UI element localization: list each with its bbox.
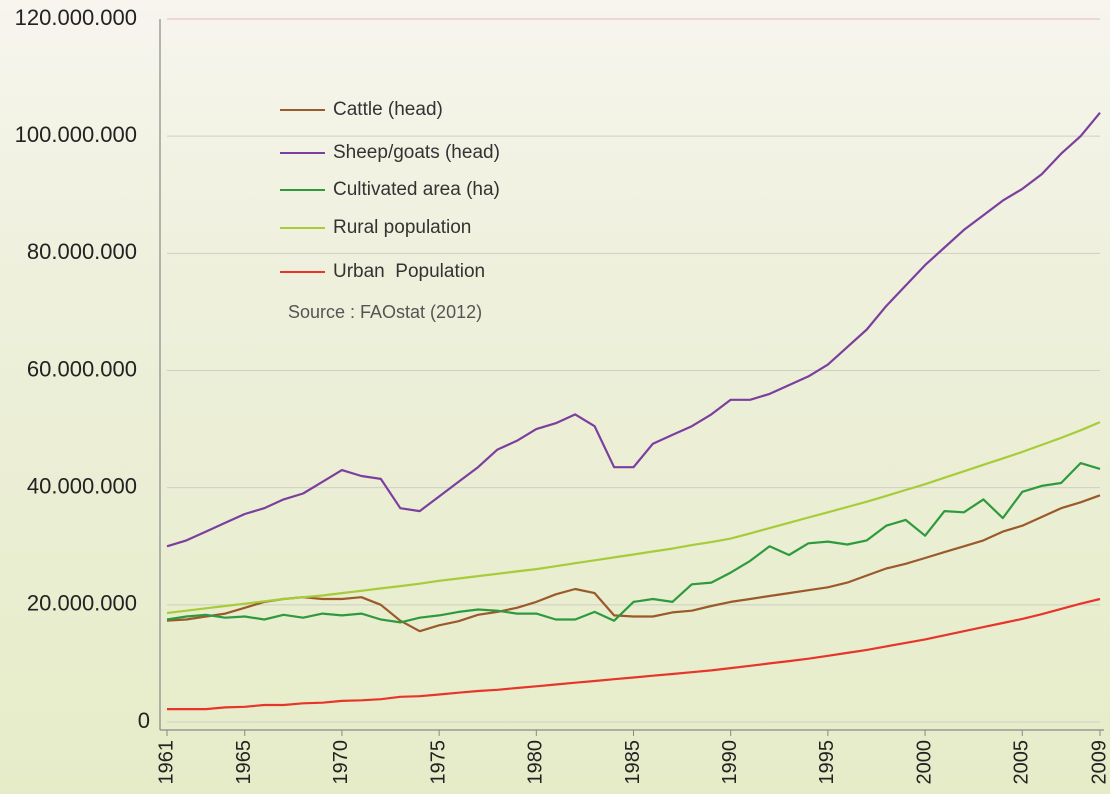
x-tick-label: 1961 — [155, 740, 177, 785]
x-tick-label: 2000 — [913, 740, 935, 785]
legend-label: Urban Population — [333, 261, 485, 282]
legend-label: Sheep/goats (head) — [333, 142, 500, 163]
y-tick-label: 40.000.000 — [27, 473, 137, 498]
y-tick-label: 120.000.000 — [15, 5, 137, 30]
x-tick-label: 2005 — [1011, 740, 1033, 785]
y-tick-label: 60.000.000 — [27, 356, 137, 381]
legend-label: Cattle (head) — [333, 99, 443, 120]
x-tick-label: 1995 — [816, 740, 838, 785]
x-tick-label: 2009 — [1088, 740, 1110, 785]
y-tick-label: 0 — [138, 708, 150, 733]
x-tick-label: 1980 — [525, 740, 547, 785]
background — [0, 0, 1110, 794]
y-tick-label: 20.000.000 — [27, 591, 137, 616]
chart: Source : FAOstat (2012) 0 20.000.000 40.00… — [0, 0, 1110, 794]
y-tick-label: 80.000.000 — [27, 239, 137, 264]
x-tick-label: 1965 — [233, 740, 255, 785]
legend-label: Rural population — [333, 217, 471, 238]
x-tick-label: 1985 — [622, 740, 644, 785]
legend-label: Cultivated area (ha) — [333, 179, 500, 200]
source-note: Source : FAOstat (2012) — [288, 302, 482, 322]
x-tick-label: 1970 — [330, 740, 352, 785]
x-tick-label: 1990 — [719, 740, 741, 785]
x-tick-label: 1975 — [427, 740, 449, 785]
y-tick-label: 100.000.000 — [15, 122, 137, 147]
